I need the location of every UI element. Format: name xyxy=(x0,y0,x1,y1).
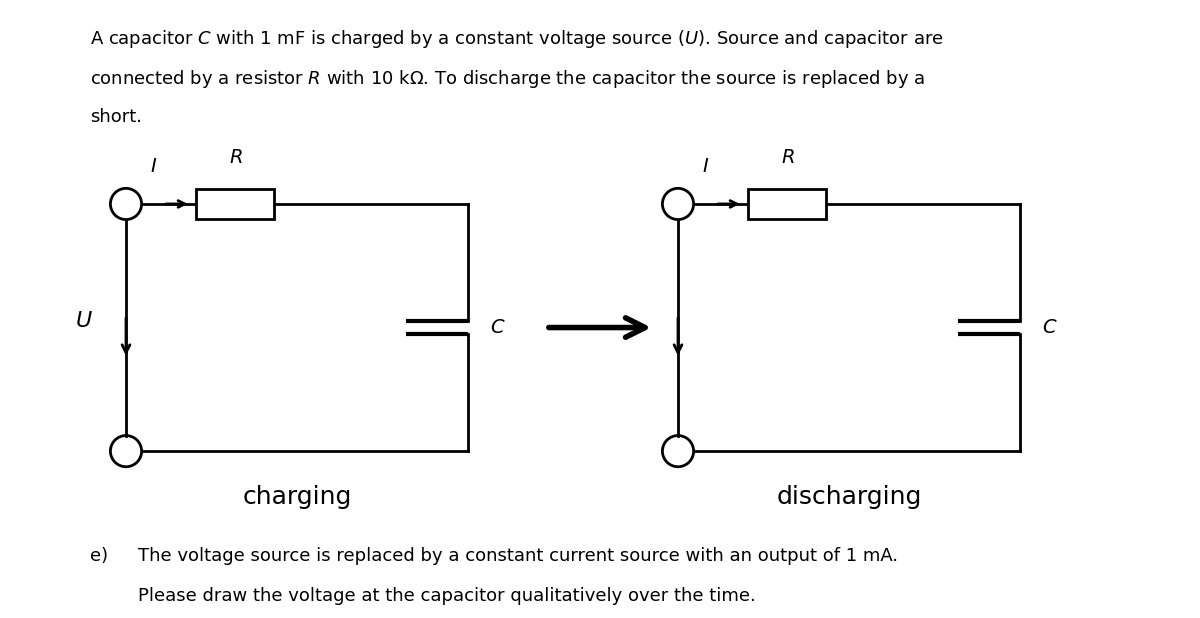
Text: $C$: $C$ xyxy=(1042,318,1057,337)
Text: $U$: $U$ xyxy=(74,311,92,331)
Text: $I$: $I$ xyxy=(150,157,157,176)
Text: $R$: $R$ xyxy=(780,148,794,167)
Text: $R$: $R$ xyxy=(228,148,242,167)
Text: charging: charging xyxy=(242,485,352,509)
Text: $C$: $C$ xyxy=(490,318,505,337)
Text: discharging: discharging xyxy=(776,485,922,509)
Bar xyxy=(749,189,827,219)
Text: e): e) xyxy=(90,547,108,565)
Text: $I$: $I$ xyxy=(702,157,709,176)
Text: Please draw the voltage at the capacitor qualitatively over the time.: Please draw the voltage at the capacitor… xyxy=(138,587,756,605)
Text: A capacitor $C$ with 1 mF is charged by a constant voltage source ($U$). Source : A capacitor $C$ with 1 mF is charged by … xyxy=(90,28,943,50)
Text: The voltage source is replaced by a constant current source with an output of 1 : The voltage source is replaced by a cons… xyxy=(138,547,898,565)
Text: connected by a resistor $R$ with 10 kΩ. To discharge the capacitor the source is: connected by a resistor $R$ with 10 kΩ. … xyxy=(90,68,925,90)
Text: short.: short. xyxy=(90,108,142,126)
Bar xyxy=(197,189,275,219)
